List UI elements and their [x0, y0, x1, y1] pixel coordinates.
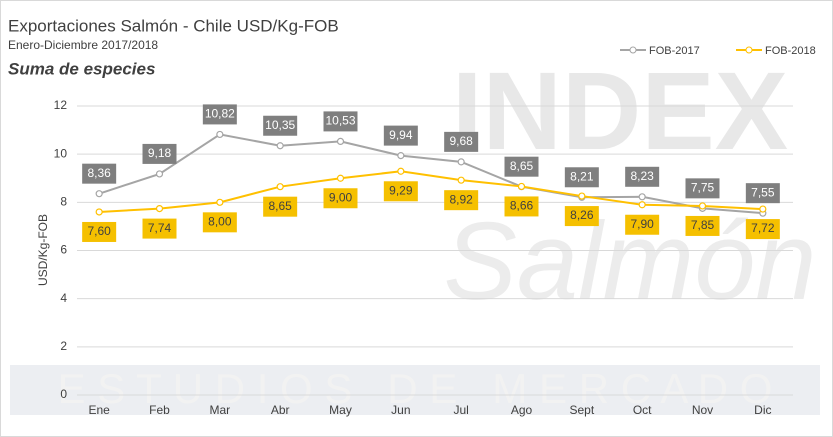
data-label: 8,66 [510, 199, 534, 213]
data-label: 7,90 [630, 217, 654, 231]
x-tick-label: Abr [271, 403, 290, 417]
data-point [398, 153, 404, 159]
data-point [96, 209, 102, 215]
x-tick-label: Dic [754, 403, 771, 417]
chart: INDEX Salmón E S T U D I O S D E M E R C… [0, 0, 833, 437]
data-label: 9,68 [449, 134, 473, 148]
x-tick-label: Oct [633, 403, 652, 417]
data-point [398, 168, 404, 174]
data-label: 9,29 [389, 183, 413, 197]
legend-label: FOB-2018 [765, 45, 816, 57]
data-point [277, 143, 283, 149]
data-point [217, 199, 223, 205]
y-tick-label: 0 [60, 387, 67, 401]
data-label: 9,00 [329, 190, 353, 204]
data-label: 7,74 [148, 221, 172, 235]
data-label: 8,36 [87, 166, 111, 180]
data-point [579, 193, 585, 199]
data-point [338, 175, 344, 181]
data-label: 7,75 [691, 181, 715, 195]
data-label: 8,00 [208, 215, 232, 229]
x-tick-label: Feb [149, 403, 170, 417]
data-point [96, 191, 102, 197]
data-label: 8,21 [570, 169, 594, 183]
data-point [338, 138, 344, 144]
x-tick-label: Ene [88, 403, 110, 417]
data-point [760, 206, 766, 212]
data-point [458, 177, 464, 183]
y-tick-label: 10 [54, 146, 68, 160]
data-label: 8,65 [510, 159, 534, 173]
data-label: 8,92 [449, 192, 473, 206]
data-label: 10,35 [265, 118, 295, 132]
chart-subtitle: Enero-Diciembre 2017/2018 [8, 38, 158, 52]
x-tick-label: Nov [692, 403, 713, 417]
x-tick-label: Ago [511, 403, 533, 417]
data-label: 9,94 [389, 128, 413, 142]
data-point [519, 183, 525, 189]
data-point [639, 202, 645, 208]
x-tick-label: Mar [209, 403, 230, 417]
data-label: 7,60 [87, 224, 111, 238]
data-point [277, 184, 283, 190]
data-label: 9,18 [148, 146, 172, 160]
data-label: 10,53 [325, 114, 355, 128]
x-tick-label: Sept [569, 403, 594, 417]
x-tick-label: May [329, 403, 352, 417]
data-point [458, 159, 464, 165]
data-label: 8,23 [630, 169, 654, 183]
data-label: 8,65 [268, 199, 292, 213]
data-point [639, 194, 645, 200]
legend-marker [746, 47, 752, 53]
x-tick-label: Jun [391, 403, 410, 417]
data-label: 8,26 [570, 208, 594, 222]
y-tick-label: 2 [60, 339, 67, 353]
data-point [157, 171, 163, 177]
y-axis-label: USD/Kg-FOB [36, 214, 50, 286]
data-point [700, 203, 706, 209]
x-tick-label: Jul [453, 403, 468, 417]
data-point [217, 131, 223, 137]
data-label: 7,55 [751, 185, 775, 199]
data-label: 7,72 [751, 221, 775, 235]
y-tick-label: 12 [54, 98, 68, 112]
y-tick-label: 8 [60, 195, 67, 209]
chart-title: Exportaciones Salmón - Chile USD/Kg-FOB [8, 16, 339, 35]
y-tick-label: 4 [60, 291, 67, 305]
chart-note: Suma de especies [8, 59, 155, 78]
legend-label: FOB-2017 [649, 45, 700, 57]
legend-marker [630, 47, 636, 53]
data-point [157, 206, 163, 212]
data-label: 7,85 [691, 218, 715, 232]
data-label: 10,82 [205, 107, 235, 121]
y-tick-label: 6 [60, 243, 67, 257]
